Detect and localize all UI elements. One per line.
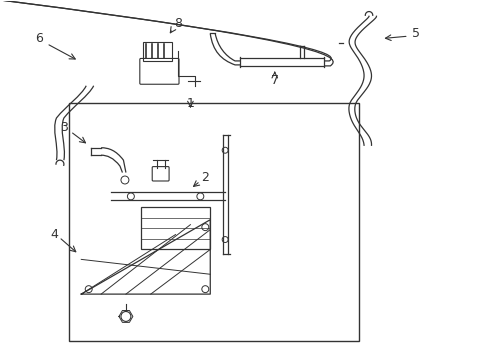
Bar (143, 42, 172, 61)
Text: 1: 1 (186, 96, 194, 109)
Bar (141, 207, 210, 249)
Text: 6: 6 (35, 32, 43, 45)
Text: 4: 4 (50, 228, 58, 241)
Text: 3: 3 (60, 121, 68, 134)
Text: 8: 8 (174, 17, 182, 30)
Text: 5: 5 (411, 27, 419, 40)
Text: 2: 2 (201, 171, 209, 184)
Text: 7: 7 (270, 74, 278, 87)
Bar (69, 103, 358, 341)
